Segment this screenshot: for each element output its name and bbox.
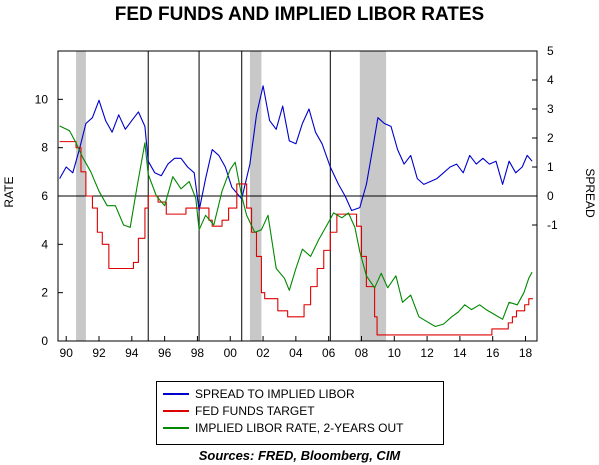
left-axis-label: RATE <box>2 176 16 207</box>
legend-swatch-spread <box>163 392 189 395</box>
x-tick-label-8: 06 <box>322 346 336 360</box>
x-tick-label-0: 90 <box>60 346 74 360</box>
right-tick-label-2: 1 <box>547 160 554 174</box>
right-tick-label-5: 4 <box>547 73 554 87</box>
legend-label-spread: SPREAD TO IMPLIED LIBOR <box>195 386 355 401</box>
x-axis: 90 92 94 96 98 00 02 04 06 08 10 12 14 16 18 <box>60 336 533 360</box>
x-tick-label-1: 92 <box>92 346 106 360</box>
legend-item-implied-libor: IMPLIED LIBOR RATE, 2-YEARS OUT <box>163 420 404 438</box>
legend-label-fed-funds: FED FUNDS TARGET <box>195 403 315 418</box>
legend-swatch-implied-libor <box>163 426 189 429</box>
legend-item-fed-funds: FED FUNDS TARGET <box>163 403 315 421</box>
series-lines <box>59 85 533 336</box>
x-tick-label-6: 02 <box>256 346 270 360</box>
legend-item-spread: SPREAD TO IMPLIED LIBOR <box>163 386 355 404</box>
left-tick-label-5: 10 <box>35 92 49 106</box>
left-tick-label-2: 4 <box>41 237 48 251</box>
x-tick-label-4: 98 <box>191 346 205 360</box>
legend-label-implied-libor: IMPLIED LIBOR RATE, 2-YEARS OUT <box>195 420 404 435</box>
left-axis: 0 2 4 6 8 10 <box>35 92 63 348</box>
right-axis: -1 0 1 2 3 4 5 <box>532 44 558 232</box>
left-tick-label-1: 2 <box>41 286 48 300</box>
left-tick-label-3: 6 <box>41 189 48 203</box>
x-tick-label-13: 16 <box>486 346 500 360</box>
x-tick-label-10: 10 <box>388 346 402 360</box>
sources-note: Sources: FRED, Bloomberg, CIM <box>198 448 401 463</box>
x-tick-label-5: 00 <box>224 346 238 360</box>
right-tick-label-0: -1 <box>547 218 558 232</box>
left-tick-label-0: 0 <box>41 334 48 348</box>
series-line-0 <box>59 85 533 212</box>
x-tick-label-2: 94 <box>125 346 139 360</box>
right-tick-label-1: 0 <box>547 189 554 203</box>
x-tick-label-3: 96 <box>158 346 172 360</box>
left-tick-label-4: 8 <box>41 141 48 155</box>
series-line-1 <box>59 141 533 336</box>
x-tick-label-7: 04 <box>289 346 303 360</box>
x-tick-label-11: 12 <box>420 346 434 360</box>
legend-swatch-fed-funds <box>163 409 189 412</box>
chart-title: FED FUNDS AND IMPLIED LIBOR RATES <box>114 4 485 25</box>
right-tick-label-3: 2 <box>547 131 554 145</box>
legend: SPREAD TO IMPLIED LIBOR FED FUNDS TARGET… <box>156 381 444 445</box>
x-tick-label-14: 18 <box>519 346 533 360</box>
right-tick-label-4: 3 <box>547 102 554 116</box>
series-line-2 <box>59 125 533 328</box>
right-axis-label: SPREAD <box>583 168 597 218</box>
x-tick-label-12: 14 <box>453 346 467 360</box>
x-tick-label-9: 08 <box>355 346 369 360</box>
right-tick-label-6: 5 <box>547 44 554 58</box>
